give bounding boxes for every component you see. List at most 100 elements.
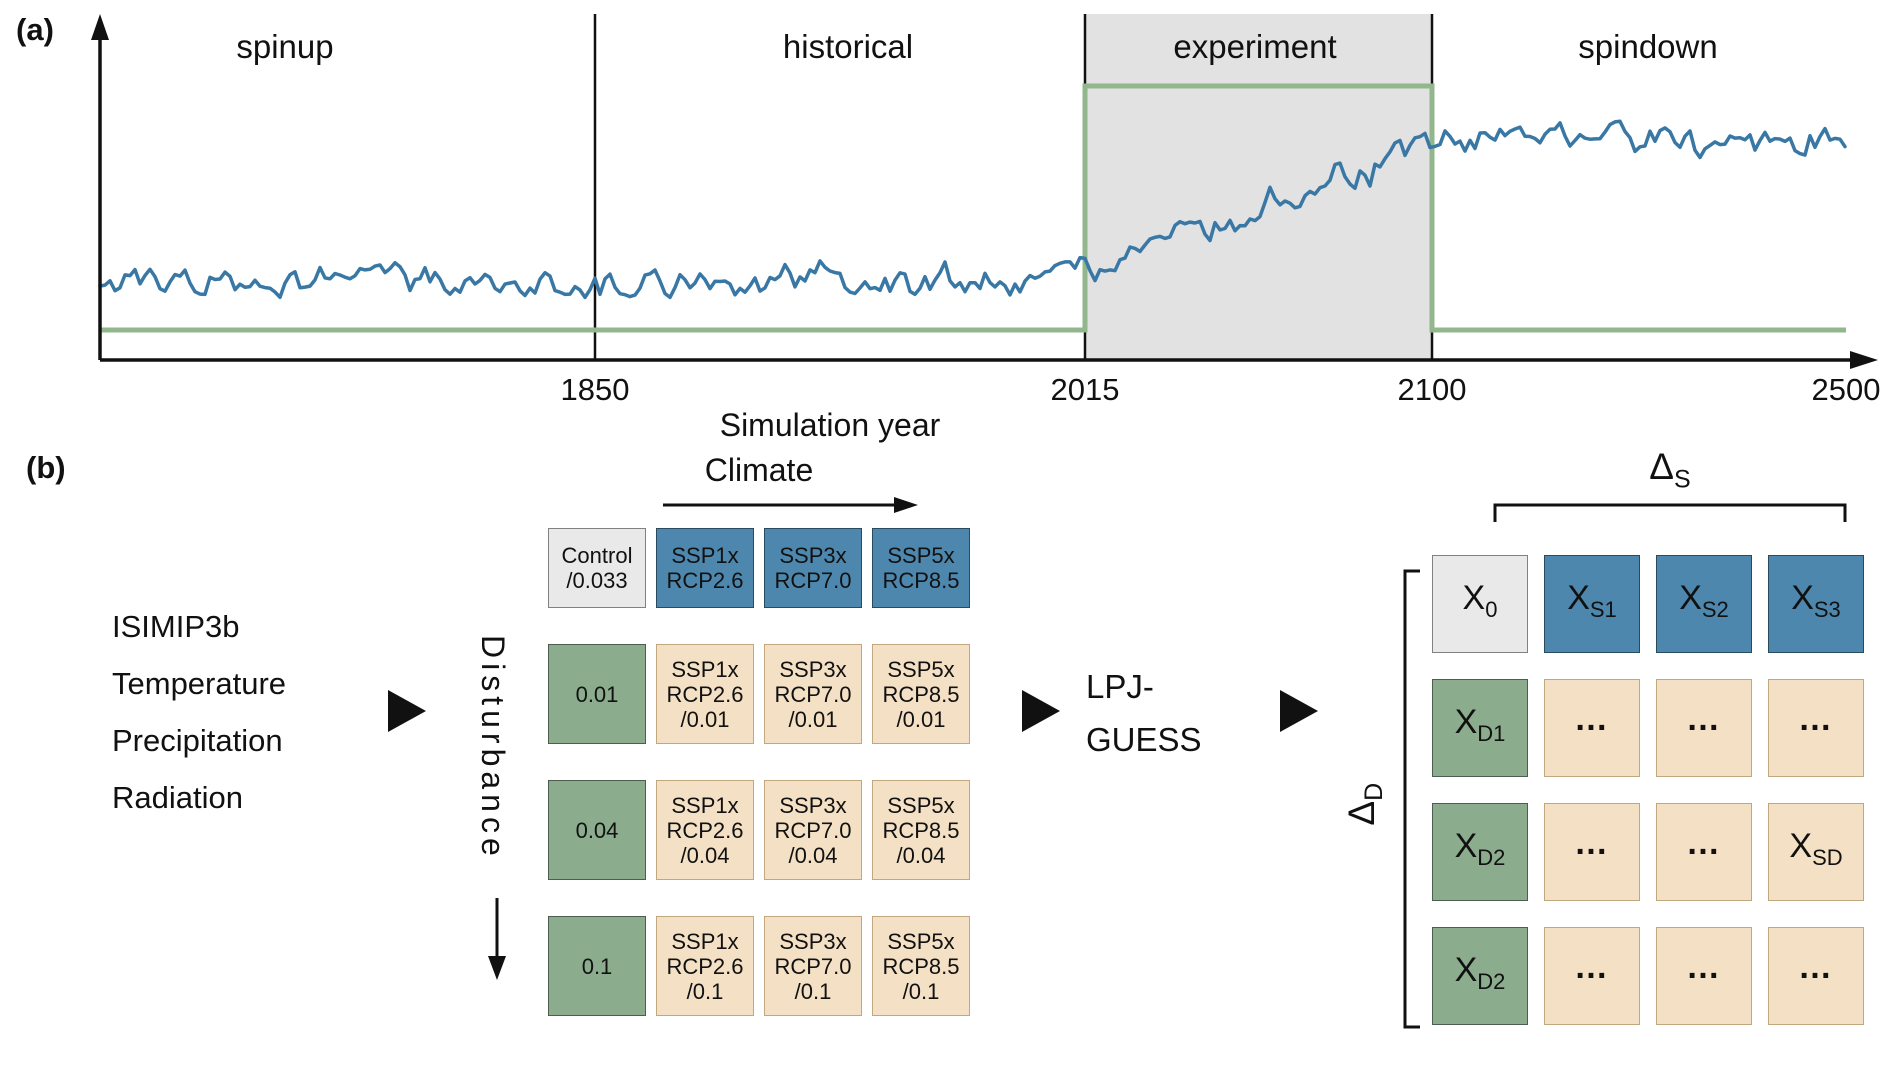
cell-line: SSP3x: [779, 928, 847, 954]
cell-line: /0.04: [788, 842, 838, 868]
design-matrix-cell-r2-c0: 0.04: [548, 780, 646, 880]
cell-value: XD1: [1454, 703, 1506, 746]
cell-line: RCP2.6: [666, 568, 744, 593]
input-line-temperature: Temperature: [112, 666, 287, 701]
cell-value: …: [1686, 823, 1722, 862]
delta-d-symbol: Δ: [1340, 800, 1382, 826]
x-tick-2100: 2100: [1398, 372, 1467, 407]
output-matrix-cell-r2-c0: XD2: [1432, 803, 1528, 901]
cell-value: XS3: [1791, 579, 1841, 622]
output-matrix-cell-r2-c2: …: [1656, 803, 1752, 901]
delta-d-label: ΔD: [1341, 749, 1389, 859]
design-matrix-cell-r3-c1: SSP1x RCP2.6/0.1: [656, 916, 754, 1016]
experiment-shaded-region: [1085, 14, 1432, 360]
cell-line: /0.01: [788, 706, 838, 732]
model-output-line: [98, 119, 1847, 300]
model-name-line-1: LPJ-: [1086, 668, 1154, 705]
x-axis-title: Simulation year: [720, 407, 941, 443]
design-matrix-cell-r3-c3: SSP5x RCP8.5/0.1: [872, 916, 970, 1016]
design-matrix-cell-r0-c2: SSP3x RCP7.0: [764, 528, 862, 608]
delta-d-subscript: D: [1360, 782, 1389, 801]
cell-line: /0.04: [896, 842, 946, 868]
cell-line: /0.1: [686, 978, 724, 1004]
cell-line: RCP7.0: [774, 568, 852, 593]
delta-s-bracket: [1493, 503, 1847, 522]
output-matrix-cell-r1-c1: …: [1544, 679, 1640, 777]
output-matrix-cell-r1-c2: …: [1656, 679, 1752, 777]
design-matrix-cell-r0-c3: SSP5x RCP8.5: [872, 528, 970, 608]
design-matrix: Control/0.033 SSP1x RCP2.6 SSP3x RCP7.0 SSP5x…: [548, 528, 970, 1016]
cell-line: SSP1x: [671, 656, 739, 682]
cell-line: /0.01: [896, 706, 946, 732]
design-matrix-cell-r2-c3: SSP5x RCP8.5/0.04: [872, 780, 970, 880]
cell-line: RCP7.0: [774, 953, 852, 979]
cell-line: SSP3x: [779, 792, 847, 818]
cell-line: RCP7.0: [774, 681, 852, 707]
phase-label-spinup: spinup: [236, 28, 333, 65]
cell-value: XS1: [1567, 579, 1617, 622]
design-matrix-cell-r3-c2: SSP3x RCP7.0/0.1: [764, 916, 862, 1016]
phase-label-experiment: experiment: [1173, 28, 1336, 65]
output-matrix-cell-r3-c0: XD2: [1432, 927, 1528, 1025]
output-matrix-cell-r3-c2: …: [1656, 927, 1752, 1025]
cell-line: SSP5x: [887, 656, 955, 682]
phase-label-historical: historical: [783, 28, 913, 65]
output-matrix-cell-r0-c0: X0: [1432, 555, 1528, 653]
design-matrix-cell-r2-c2: SSP3x RCP7.0/0.04: [764, 780, 862, 880]
x-tick-2015: 2015: [1051, 372, 1120, 407]
cell-line: 0.1: [581, 953, 613, 979]
flow-arrow-icon: [388, 690, 426, 732]
design-matrix-cell-r1-c0: 0.01: [548, 644, 646, 744]
cell-value: …: [1686, 699, 1722, 738]
x-axis-arrowhead-icon: [1850, 351, 1878, 369]
cell-line: 0.01: [575, 681, 619, 707]
cell-line: /0.033: [566, 568, 628, 593]
design-matrix-cell-r1-c1: SSP1x RCP2.6/0.01: [656, 644, 754, 744]
phase-label-spindown: spindown: [1578, 28, 1717, 65]
y-axis-arrowhead-icon: [91, 14, 109, 40]
cell-value: …: [1574, 823, 1610, 862]
input-line-radiation: Radiation: [112, 780, 243, 815]
cell-value: XSD: [1789, 827, 1843, 870]
cell-line: RCP8.5: [882, 681, 960, 707]
panel-a-label: (a): [16, 12, 54, 47]
cell-value: …: [1798, 947, 1834, 986]
delta-d-bracket: [1403, 569, 1420, 1029]
x-tick-1850: 1850: [561, 372, 630, 407]
cell-value: …: [1798, 699, 1834, 738]
output-matrix-cell-r0-c3: XS3: [1768, 555, 1864, 653]
design-matrix-cell-r0-c1: SSP1x RCP2.6: [656, 528, 754, 608]
design-matrix-cell-r0-c0: Control/0.033: [548, 528, 646, 608]
output-matrix-cell-r1-c3: …: [1768, 679, 1864, 777]
cell-line: SSP1x: [671, 543, 739, 568]
disturbance-arrow-icon: [488, 898, 506, 980]
cell-value: XD2: [1454, 951, 1506, 994]
cell-line: RCP2.6: [666, 817, 744, 843]
cell-line: SSP1x: [671, 928, 739, 954]
delta-s-label: ΔS: [1492, 446, 1848, 494]
input-forcings-list: ISIMIP3b Temperature Precipitation Radia…: [112, 598, 286, 826]
cell-value: …: [1574, 947, 1610, 986]
cell-line: SSP3x: [779, 543, 847, 568]
delta-s-symbol: Δ: [1649, 446, 1675, 487]
flow-arrow-icon: [1022, 690, 1060, 732]
model-name: LPJ- GUESS: [1086, 660, 1202, 766]
cell-line: SSP5x: [887, 792, 955, 818]
climate-arrow-icon: [663, 497, 918, 513]
cell-line: 0.04: [575, 817, 619, 843]
cell-line: SSP5x: [887, 543, 955, 568]
output-matrix-cell-r2-c1: …: [1544, 803, 1640, 901]
output-matrix: X0 XS1 XS2 XS3 XD1……… XD2…… XSD XD2………: [1432, 555, 1864, 1025]
cell-line: RCP8.5: [882, 953, 960, 979]
cell-value: XD2: [1454, 827, 1506, 870]
flow-arrow-icon: [1280, 690, 1318, 732]
input-line-isimip3b: ISIMIP3b: [112, 609, 240, 644]
cell-line: RCP8.5: [882, 817, 960, 843]
design-matrix-cell-r2-c1: SSP1x RCP2.6/0.04: [656, 780, 754, 880]
output-matrix-cell-r3-c1: …: [1544, 927, 1640, 1025]
design-matrix-cell-r3-c0: 0.1: [548, 916, 646, 1016]
cell-line: /0.04: [680, 842, 730, 868]
design-matrix-cell-r1-c2: SSP3x RCP7.0/0.01: [764, 644, 862, 744]
cell-value: …: [1686, 947, 1722, 986]
